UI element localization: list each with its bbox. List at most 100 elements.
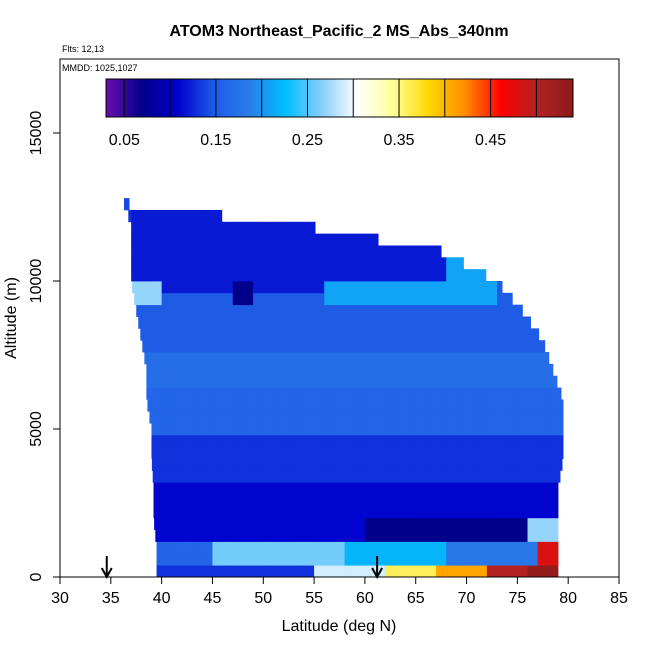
heat-cell bbox=[212, 446, 224, 459]
heat-cell bbox=[263, 221, 274, 235]
x-tick-label: 55 bbox=[305, 590, 323, 607]
heat-cell bbox=[192, 257, 203, 270]
heat-cell bbox=[415, 517, 427, 531]
heat-cell bbox=[527, 482, 539, 495]
heat-cell bbox=[283, 411, 295, 424]
heat-cell bbox=[161, 565, 173, 578]
heat-cell bbox=[354, 446, 366, 459]
heat-cell bbox=[456, 470, 467, 483]
colorbar-tick-label: 0.05 bbox=[109, 132, 140, 149]
heat-cell bbox=[303, 494, 315, 507]
heat-cell bbox=[517, 363, 528, 377]
heat-cell bbox=[222, 505, 234, 519]
heat-cell bbox=[507, 375, 518, 388]
heat-cell bbox=[154, 517, 163, 531]
heat-cell bbox=[456, 482, 467, 495]
heat-cell bbox=[283, 281, 295, 294]
heat-cell bbox=[395, 399, 406, 412]
heat-cell bbox=[456, 316, 467, 329]
heat-cell bbox=[425, 434, 437, 448]
heat-cell bbox=[476, 470, 488, 483]
heat-cell bbox=[273, 529, 284, 542]
heat-cell bbox=[161, 316, 173, 329]
heat-cell bbox=[517, 494, 528, 507]
heat-cell bbox=[354, 292, 366, 306]
heat-cell bbox=[263, 446, 274, 459]
heat-cell bbox=[293, 470, 305, 483]
heat-cell bbox=[314, 316, 325, 329]
heat-cell bbox=[446, 423, 457, 436]
heat-cell bbox=[181, 233, 193, 246]
heat-cell bbox=[161, 340, 173, 353]
heat-cell bbox=[476, 482, 488, 495]
heat-cell bbox=[141, 269, 152, 282]
heat-cell bbox=[263, 257, 274, 270]
heat-cell bbox=[517, 541, 528, 554]
heat-cell bbox=[171, 363, 183, 377]
heat-cell bbox=[375, 541, 386, 554]
heat-cell bbox=[385, 434, 396, 448]
heat-cell bbox=[222, 269, 234, 282]
heat-cell bbox=[181, 363, 193, 377]
heat-cell bbox=[293, 399, 305, 412]
heat-cell bbox=[263, 292, 274, 306]
heat-cell bbox=[314, 541, 325, 554]
heat-cell bbox=[476, 541, 488, 554]
heat-cell bbox=[344, 328, 356, 341]
heat-cell bbox=[415, 458, 427, 471]
heat-cell bbox=[212, 375, 224, 388]
heat-cell bbox=[202, 565, 213, 578]
heat-cell bbox=[425, 458, 437, 471]
heat-cell bbox=[446, 434, 457, 448]
heat-cell bbox=[425, 470, 437, 483]
heat-cell bbox=[232, 446, 244, 459]
heat-cell bbox=[375, 316, 386, 329]
heat-cell bbox=[212, 209, 223, 223]
heat-cell bbox=[314, 517, 325, 531]
heat-cell bbox=[354, 411, 366, 424]
heat-cell bbox=[385, 565, 396, 578]
heat-cell bbox=[192, 541, 203, 554]
heat-cell bbox=[171, 434, 183, 448]
heat-cell bbox=[436, 458, 447, 471]
heat-cell bbox=[456, 340, 467, 353]
heat-cell bbox=[507, 541, 518, 554]
heat-cell bbox=[202, 316, 213, 329]
heat-cell bbox=[181, 257, 193, 270]
heat-cell bbox=[253, 434, 264, 448]
heat-cell bbox=[537, 482, 549, 495]
heat-cell bbox=[151, 446, 163, 459]
heat-cell bbox=[293, 316, 305, 329]
heat-cell bbox=[476, 517, 488, 531]
heat-cell bbox=[161, 399, 173, 412]
heat-cell bbox=[263, 328, 274, 341]
heat-cell bbox=[324, 292, 335, 306]
heat-cell bbox=[283, 257, 295, 270]
heat-cell bbox=[354, 494, 366, 507]
heat-cell bbox=[324, 281, 335, 294]
heat-cell bbox=[476, 304, 488, 317]
heat-cell bbox=[212, 340, 224, 353]
heat-cell bbox=[385, 304, 396, 317]
heat-cell bbox=[486, 505, 498, 519]
heat-cell bbox=[324, 434, 335, 448]
flights-label: Flts: 12,13 bbox=[62, 44, 104, 54]
heat-cell bbox=[151, 423, 163, 436]
heat-cell bbox=[293, 446, 305, 459]
heat-cell bbox=[334, 328, 345, 341]
heat-cell bbox=[212, 269, 224, 282]
heat-cell bbox=[151, 304, 163, 317]
heat-cell bbox=[273, 494, 284, 507]
heat-cell bbox=[181, 387, 193, 400]
heat-cell bbox=[141, 328, 152, 341]
heat-cell bbox=[253, 340, 264, 353]
heat-cell bbox=[415, 328, 427, 341]
heat-cell bbox=[466, 541, 478, 554]
heat-cell bbox=[202, 411, 213, 424]
x-tick-label: 35 bbox=[102, 590, 120, 607]
heat-cell bbox=[385, 269, 396, 282]
heat-cell bbox=[446, 529, 457, 542]
heat-cell bbox=[517, 482, 528, 495]
heat-cell bbox=[273, 328, 284, 341]
heat-cell bbox=[151, 434, 163, 448]
